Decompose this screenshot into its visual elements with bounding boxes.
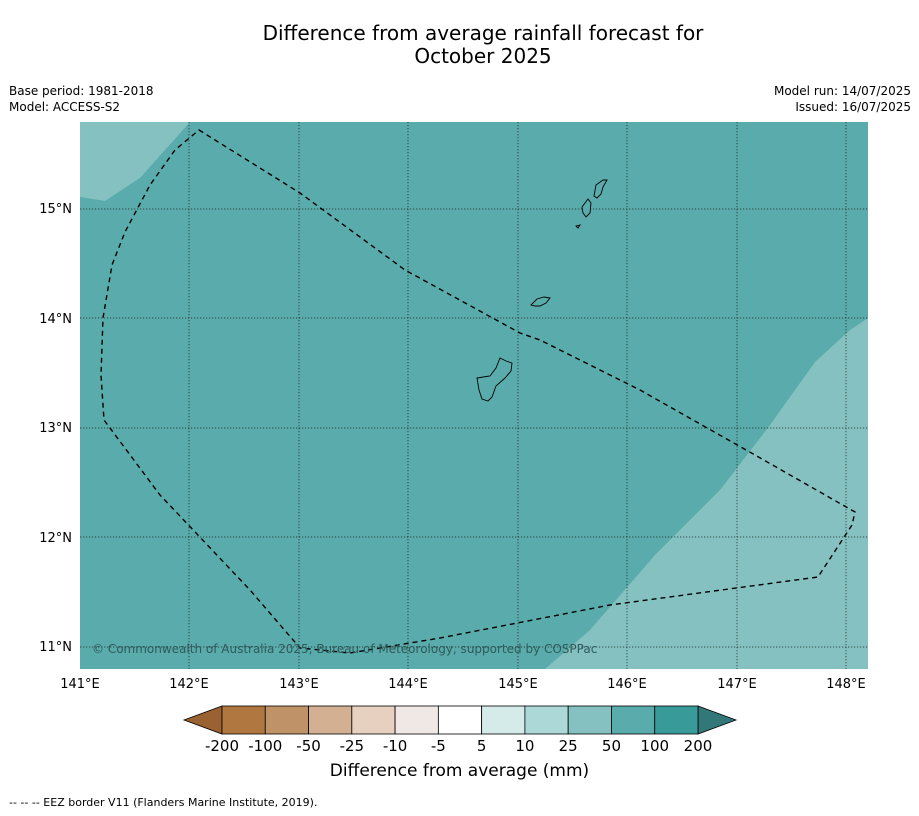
meta-left: Base period: 1981-2018 Model: ACCESS-S2 bbox=[9, 83, 154, 115]
island-saipan bbox=[593, 179, 608, 199]
island-rota bbox=[530, 296, 551, 307]
colorbar-label: -100 bbox=[248, 737, 282, 755]
lat-tick-label: 11°N bbox=[39, 640, 72, 655]
colorbar-swatch bbox=[308, 705, 353, 735]
model-run: Model run: 14/07/2025 bbox=[773, 84, 911, 98]
lon-tick-label: 148°E bbox=[826, 677, 866, 692]
lat-tick-label: 14°N bbox=[39, 312, 72, 327]
issued-date: Issued: 16/07/2025 bbox=[795, 100, 911, 114]
colorbar-swatch bbox=[351, 705, 396, 735]
colorbar-swatch bbox=[481, 705, 526, 735]
colorbar-label: -5 bbox=[431, 737, 446, 755]
island-tinian bbox=[581, 198, 592, 218]
colorbar-label: 10 bbox=[515, 737, 534, 755]
base-period: Base period: 1981-2018 bbox=[9, 84, 154, 98]
meta-right: Model run: 14/07/2025 Issued: 16/07/2025 bbox=[774, 83, 911, 115]
colorbar-label: -200 bbox=[205, 737, 239, 755]
colorbar-swatch bbox=[654, 705, 699, 735]
rainfall-band-50-100-northwest bbox=[80, 122, 190, 201]
colorbar-arrow-low bbox=[182, 705, 223, 735]
colorbar-title: Difference from average (mm) bbox=[329, 761, 590, 781]
lon-tick-label: 144°E bbox=[388, 677, 428, 692]
lat-tick-labels: 15°N 14°N 13°N 12°N 11°N bbox=[39, 202, 72, 655]
lon-tick-label: 145°E bbox=[498, 677, 538, 692]
colorbar-label: 5 bbox=[477, 737, 487, 755]
lon-tick-labels: 141°E 142°E 143°E 144°E 145°E 146°E 147°… bbox=[60, 677, 866, 692]
lon-tick-label: 143°E bbox=[279, 677, 319, 692]
colorbar-label: 100 bbox=[640, 737, 669, 755]
colorbar-swatch bbox=[437, 705, 483, 735]
lat-tick-label: 13°N bbox=[39, 421, 72, 436]
map-title: Difference from average rainfall forecas… bbox=[0, 22, 919, 68]
colorbar-label: -50 bbox=[296, 737, 321, 755]
lon-tick-label: 146°E bbox=[607, 677, 647, 692]
map-area: © Commonwealth of Australia 2025, Bureau… bbox=[80, 122, 868, 669]
eez-legend-note: -- -- -- EEZ border V11 (Flanders Marine… bbox=[9, 796, 318, 809]
colorbar-label: 50 bbox=[602, 737, 621, 755]
lon-tick-label: 147°E bbox=[717, 677, 757, 692]
island-guam bbox=[476, 357, 513, 402]
eez-border bbox=[100, 129, 856, 654]
copyright-notice: © Commonwealth of Australia 2025, Bureau… bbox=[92, 642, 597, 656]
title-line-1: Difference from average rainfall forecas… bbox=[262, 21, 704, 45]
graticule bbox=[80, 122, 868, 669]
colorbar-swatch bbox=[567, 705, 612, 735]
colorbar-swatch bbox=[264, 705, 309, 735]
colorbar-label: 25 bbox=[559, 737, 578, 755]
colorbar-swatch bbox=[611, 705, 656, 735]
title-line-2: October 2025 bbox=[414, 44, 552, 68]
colorbar-swatch bbox=[221, 705, 266, 735]
colorbar-swatch bbox=[394, 705, 439, 735]
colorbar: -200 -100 -50 -25 -10 -5 5 10 25 50 100 200 bbox=[182, 705, 738, 755]
lon-tick-label: 142°E bbox=[169, 677, 209, 692]
colorbar-arrow-high bbox=[697, 705, 738, 735]
islands bbox=[476, 179, 608, 402]
island-aguijan bbox=[575, 224, 582, 229]
lon-tick-label: 141°E bbox=[60, 677, 100, 692]
colorbar-swatch bbox=[524, 705, 569, 735]
colorbar-label: 200 bbox=[684, 737, 713, 755]
colorbar-label: -10 bbox=[383, 737, 408, 755]
model-name: Model: ACCESS-S2 bbox=[9, 100, 121, 114]
colorbar-label: -25 bbox=[340, 737, 365, 755]
lat-tick-label: 12°N bbox=[39, 531, 72, 546]
lat-tick-label: 15°N bbox=[39, 202, 72, 217]
